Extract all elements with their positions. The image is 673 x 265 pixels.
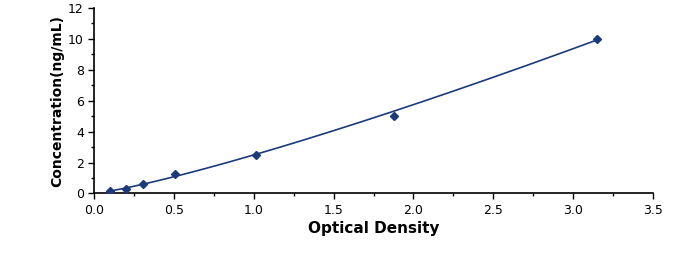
Y-axis label: Concentration(ng/mL): Concentration(ng/mL)	[50, 15, 64, 187]
X-axis label: Optical Density: Optical Density	[308, 221, 439, 236]
